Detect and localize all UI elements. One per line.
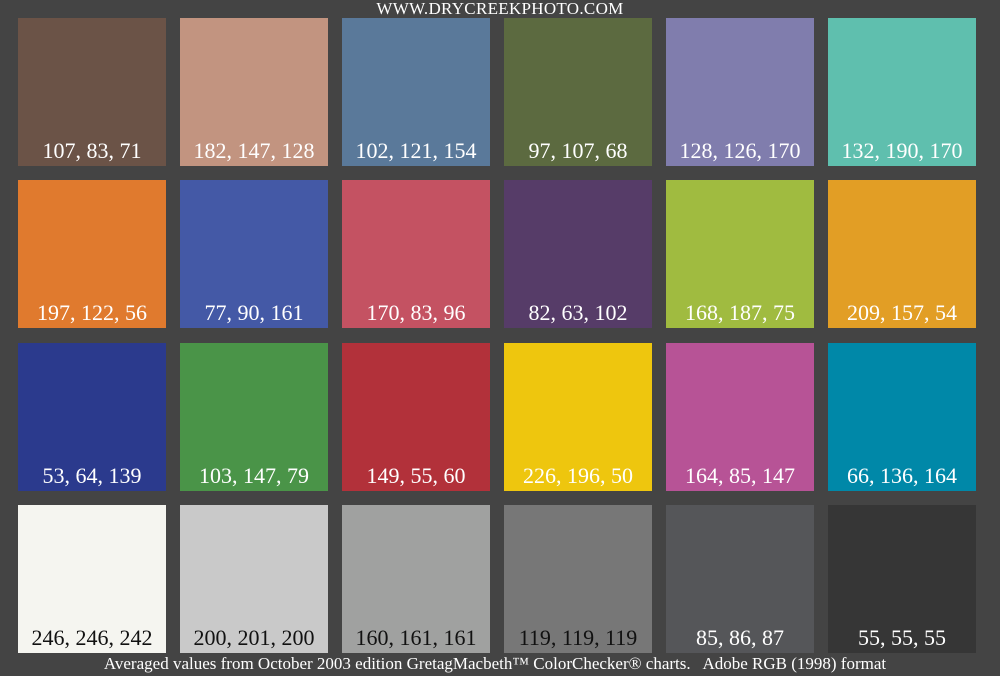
color-patch-rgb-label: 164, 85, 147 xyxy=(685,463,795,488)
color-patch: 82, 63, 102 xyxy=(504,180,652,328)
color-patch-rgb-label: 85, 86, 87 xyxy=(696,625,784,650)
color-patch: 209, 157, 54 xyxy=(828,180,976,328)
color-patch-rgb-label: 103, 147, 79 xyxy=(199,463,309,488)
color-patch: 132, 190, 170 xyxy=(828,18,976,166)
color-patch-rgb-label: 170, 83, 96 xyxy=(366,300,466,325)
color-patch-rgb-label: 82, 63, 102 xyxy=(528,300,628,325)
color-patch: 160, 161, 161 xyxy=(342,505,490,653)
color-patch-rgb-label: 160, 161, 161 xyxy=(355,625,477,650)
color-patch: 77, 90, 161 xyxy=(180,180,328,328)
color-patch-rgb-label: 53, 64, 139 xyxy=(42,463,142,488)
color-patch: 119, 119, 119 xyxy=(504,505,652,653)
color-patch-rgb-label: 246, 246, 242 xyxy=(31,625,153,650)
color-patch: 164, 85, 147 xyxy=(666,343,814,491)
color-patch-rgb-label: 119, 119, 119 xyxy=(518,625,638,650)
footer-caption: Averaged values from October 2003 editio… xyxy=(103,654,887,673)
color-patch: 246, 246, 242 xyxy=(18,505,166,653)
color-patch-rgb-label: 132, 190, 170 xyxy=(841,138,963,163)
color-patch-rgb-label: 226, 196, 50 xyxy=(523,463,633,488)
color-patch-rgb-label: 102, 121, 154 xyxy=(355,138,477,163)
color-patch-rgb-label: 128, 126, 170 xyxy=(679,138,801,163)
color-patch: 103, 147, 79 xyxy=(180,343,328,491)
color-patch-rgb-label: 197, 122, 56 xyxy=(37,300,147,325)
color-patch: 197, 122, 56 xyxy=(18,180,166,328)
color-patch: 200, 201, 200 xyxy=(180,505,328,653)
color-patch: 85, 86, 87 xyxy=(666,505,814,653)
color-patch: 168, 187, 75 xyxy=(666,180,814,328)
color-patch-rgb-label: 182, 147, 128 xyxy=(193,138,315,163)
color-patch: 55, 55, 55 xyxy=(828,505,976,653)
color-patch: 97, 107, 68 xyxy=(504,18,652,166)
color-patch: 149, 55, 60 xyxy=(342,343,490,491)
color-patch-rgb-label: 55, 55, 55 xyxy=(858,625,946,650)
color-patch-rgb-label: 66, 136, 164 xyxy=(847,463,957,488)
color-patch-rgb-label: 168, 187, 75 xyxy=(685,300,795,325)
color-patch-rgb-label: 209, 157, 54 xyxy=(847,300,957,325)
color-patch: 102, 121, 154 xyxy=(342,18,490,166)
color-patch: 66, 136, 164 xyxy=(828,343,976,491)
color-patch-rgb-label: 97, 107, 68 xyxy=(528,138,628,163)
color-patch: 182, 147, 128 xyxy=(180,18,328,166)
color-patch: 170, 83, 96 xyxy=(342,180,490,328)
color-patch: 53, 64, 139 xyxy=(18,343,166,491)
color-patch-rgb-label: 149, 55, 60 xyxy=(366,463,466,488)
color-patch-rgb-label: 200, 201, 200 xyxy=(193,625,315,650)
color-patch-rgb-label: 107, 83, 71 xyxy=(42,138,142,163)
color-patch: 226, 196, 50 xyxy=(504,343,652,491)
site-url: WWW.DRYCREEKPHOTO.COM xyxy=(376,0,624,18)
color-patch-rgb-label: 77, 90, 161 xyxy=(204,300,304,325)
color-patch: 128, 126, 170 xyxy=(666,18,814,166)
color-patch: 107, 83, 71 xyxy=(18,18,166,166)
